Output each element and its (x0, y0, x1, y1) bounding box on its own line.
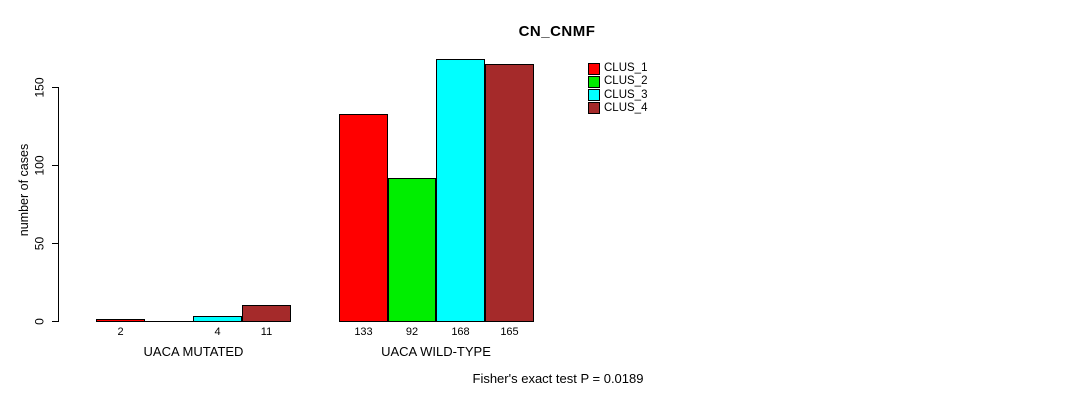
x-group-label-wildtype: UACA WILD-TYPE (381, 344, 491, 359)
y-tick (52, 321, 59, 322)
legend-item-clus-3: CLUS_3 (588, 88, 648, 102)
bar-clus_3-mutated (193, 316, 242, 322)
legend-item-clus-1: CLUS_1 (588, 62, 648, 75)
y-tick (52, 243, 59, 244)
bar-clus_2-wildtype (388, 178, 436, 322)
legend-swatch-clus-4-icon (588, 102, 600, 115)
legend-label-clus-3: CLUS_3 (604, 88, 648, 101)
bar-clus_1-wildtype (339, 114, 388, 322)
legend: CLUS_1 CLUS_2 CLUS_3 CLUS_4 (588, 62, 648, 116)
legend-label-clus-1: CLUS_1 (604, 62, 648, 74)
bar-value-label: 165 (500, 326, 519, 338)
bar-clus_3-wildtype (436, 59, 485, 322)
chart-title: CN_CNMF (518, 23, 596, 40)
y-tick-label: 50 (32, 236, 47, 251)
y-tick (52, 87, 59, 88)
bar-clus_4-mutated (242, 305, 291, 322)
y-tick-label: 100 (32, 155, 47, 176)
bar-value-label: 168 (451, 326, 470, 338)
legend-item-clus-4: CLUS_4 (588, 101, 648, 115)
bar-value-label: 133 (354, 326, 373, 338)
y-tick (52, 165, 59, 166)
legend-swatch-clus-3-icon (588, 89, 600, 102)
stat-annotation: Fisher's exact test P = 0.0189 (472, 371, 644, 386)
bar-value-label: 11 (260, 326, 273, 338)
bar-value-label: 4 (214, 326, 221, 338)
legend-swatch-clus-1-icon (588, 62, 600, 75)
x-group-label-mutated: UACA MUTATED (143, 344, 244, 359)
y-axis-line (58, 87, 59, 322)
y-tick-label: 150 (32, 77, 47, 98)
legend-swatch-clus-2-icon (588, 75, 600, 88)
legend-label-clus-4: CLUS_4 (604, 101, 648, 114)
bar-value-label: 92 (405, 326, 419, 338)
legend-item-clus-2: CLUS_2 (588, 75, 648, 88)
bar-clus_4-wildtype (485, 64, 534, 322)
y-tick-label: 0 (32, 318, 47, 325)
legend-label-clus-2: CLUS_2 (604, 75, 648, 88)
bar-clus_1-mutated (96, 319, 145, 322)
bar-value-label: 2 (117, 326, 124, 338)
